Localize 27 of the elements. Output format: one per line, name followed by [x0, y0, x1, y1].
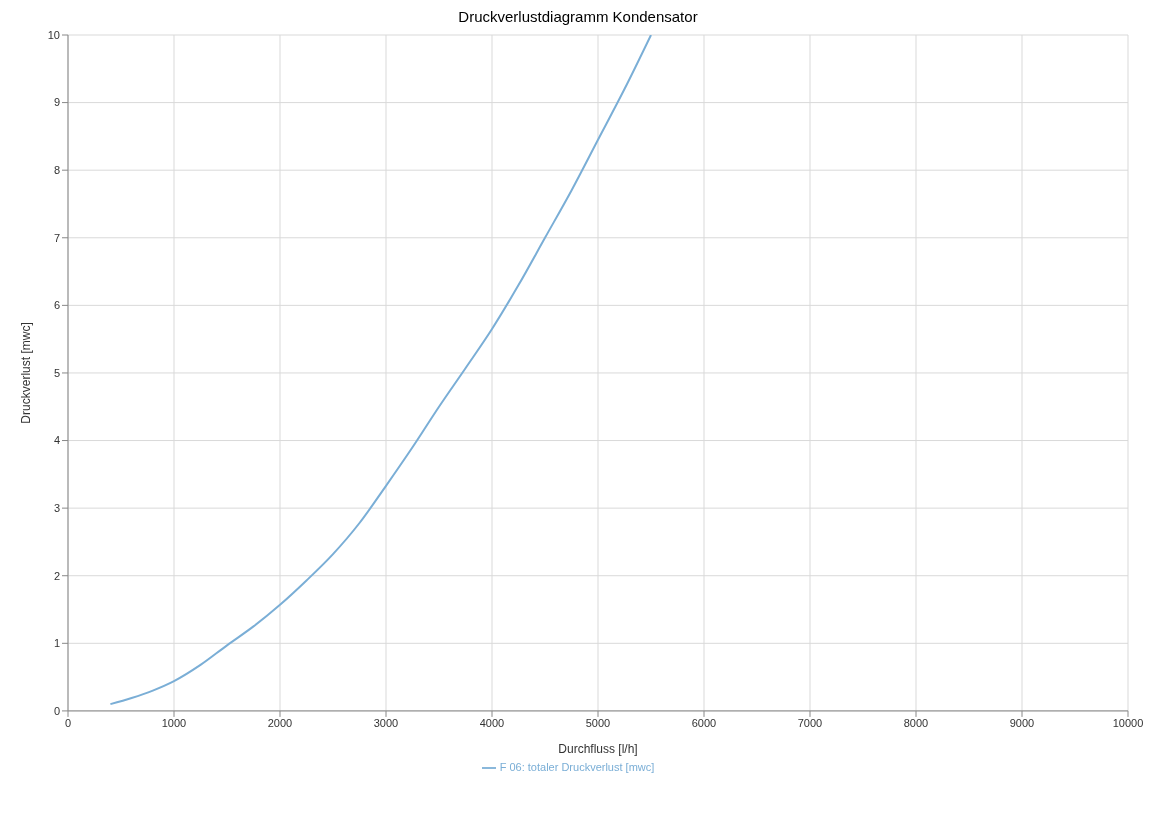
legend-label: F 06: totaler Druckverlust [mwc]	[499, 760, 655, 773]
x-tick-label: 2000	[267, 716, 293, 729]
x-tick-label: 3000	[373, 716, 399, 729]
x-tick-label: 9000	[1009, 716, 1035, 729]
chart-title: Druckverlustdiagramm Kondensator	[457, 8, 699, 25]
x-tick-label: 8000	[903, 716, 929, 729]
y-tick-label: 1	[53, 637, 60, 650]
x-tick-label: 1000	[161, 716, 187, 729]
x-tick-label: 6000	[691, 716, 717, 729]
y-tick-label: 8	[53, 164, 60, 177]
x-tick-label: 10000	[1112, 716, 1144, 729]
y-tick-label: 0	[53, 704, 60, 717]
y-tick-label: 9	[53, 96, 60, 109]
x-axis-title: Durchfluss [l/h]	[558, 741, 638, 756]
y-tick-label: 3	[53, 502, 60, 515]
y-tick-label: 2	[53, 569, 60, 582]
y-axis-title: Druckverlust [mwc]	[19, 322, 34, 424]
y-tick-label: 4	[53, 434, 60, 447]
x-tick-label: 5000	[585, 716, 611, 729]
x-tick-label: 7000	[797, 716, 823, 729]
y-tick-label: 6	[53, 299, 60, 312]
y-tick-label: 10	[47, 28, 60, 41]
x-tick-label: 0	[64, 716, 72, 729]
line-series	[109, 35, 652, 706]
y-tick-label: 5	[53, 366, 60, 379]
x-tick-label: 4000	[479, 716, 505, 729]
y-tick-label: 7	[53, 231, 60, 244]
